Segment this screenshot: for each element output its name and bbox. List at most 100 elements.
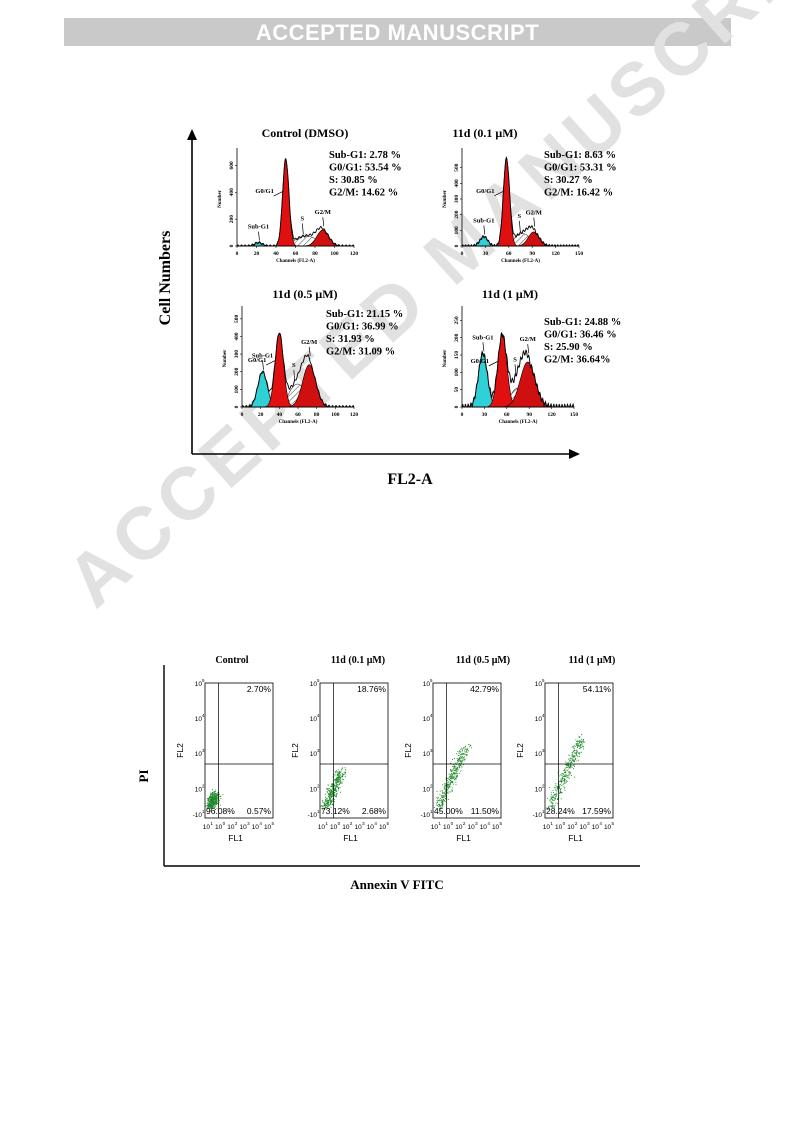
event-dot [438, 799, 441, 801]
event-dot [550, 797, 552, 799]
event-dot [336, 786, 338, 788]
event-dot [335, 795, 337, 797]
event-dot [337, 786, 339, 788]
panel-x-label: FL1 [456, 833, 471, 843]
event-dot [448, 773, 450, 775]
event-dot [445, 788, 447, 790]
event-dot [441, 800, 443, 802]
event-dot [570, 775, 572, 777]
event-dot [323, 801, 325, 803]
x-tick-exponent: 1 [325, 821, 328, 826]
g0-g1-arrow [265, 359, 277, 366]
x-tick-label: 10 [342, 824, 350, 831]
event-dot [450, 776, 452, 778]
panel-x-label: FL1 [228, 833, 243, 843]
event-dot [559, 787, 561, 789]
event-dot [455, 772, 457, 774]
event-dot [583, 741, 585, 743]
event-dot [444, 791, 446, 793]
event-dot [211, 805, 213, 807]
g2-m-arrow [533, 217, 536, 227]
panel-title: 11d (0.5 μM) [272, 287, 337, 301]
event-dot [463, 757, 465, 759]
event-dot [559, 784, 561, 786]
x-tick-label: 10 [215, 824, 223, 831]
event-dot [580, 738, 583, 740]
event-dot [568, 761, 570, 763]
event-dot [577, 752, 579, 754]
event-dot [462, 747, 464, 750]
x-tick-label: 10 [543, 824, 551, 831]
event-dot [333, 794, 335, 796]
event-dot [326, 805, 328, 807]
event-dot [567, 765, 570, 767]
event-dot [216, 793, 218, 795]
event-dot [339, 779, 341, 781]
x-tick-label: 10 [330, 824, 338, 831]
event-dot [456, 774, 459, 776]
y-tick-exponent: 3 [317, 748, 320, 753]
lower-left-percent: 28.24% [546, 806, 575, 816]
event-dot [336, 774, 338, 776]
event-dot [570, 757, 572, 759]
event-dot [332, 793, 334, 795]
y-tick-exponent: 1 [317, 809, 320, 814]
s-phase-label: S [301, 215, 305, 222]
event-dot [461, 755, 463, 757]
x-tick-label: 30 [483, 251, 489, 257]
event-dot [464, 745, 467, 747]
x-tick-label: 10 [555, 824, 563, 831]
event-dot [215, 805, 217, 807]
event-dot [215, 795, 217, 797]
event-dot [579, 753, 581, 755]
event-dot [441, 803, 443, 805]
event-dot [338, 784, 340, 786]
event-dot [328, 808, 330, 810]
event-dot [451, 789, 453, 791]
x-tick-exponent: 0 [563, 821, 566, 826]
panel-x-label: FL1 [343, 833, 358, 843]
event-dot [564, 767, 566, 769]
event-dot [337, 774, 340, 776]
event-dot [441, 805, 443, 807]
event-dot [329, 788, 332, 791]
event-dot [549, 805, 551, 807]
y-tick-label: 10 [310, 751, 318, 758]
y-tick-label: 10 [535, 786, 543, 793]
event-dot [214, 802, 216, 805]
x-tick-label: 60 [506, 251, 512, 257]
x-tick-label: 120 [350, 412, 359, 418]
event-dot [554, 799, 556, 801]
s-phase-label: S [513, 356, 517, 363]
event-dot [568, 774, 570, 776]
event-dot [335, 794, 337, 796]
event-dot [214, 792, 216, 794]
event-dot [561, 773, 563, 775]
sub-g1-label: Sub-G1 [473, 218, 494, 225]
event-dot [335, 778, 337, 781]
event-dot [215, 789, 217, 791]
event-dot [338, 769, 340, 771]
event-dot [563, 787, 566, 789]
x-tick-label: 80 [314, 412, 320, 418]
event-dot [452, 783, 454, 785]
event-dot [455, 762, 457, 764]
event-dot [456, 753, 458, 755]
event-dot [548, 805, 550, 807]
x-tick-label: 10 [579, 824, 587, 831]
event-dot [341, 776, 343, 778]
upper-right-percent: 42.79% [470, 684, 499, 694]
g2-m-label: G2/M [526, 210, 542, 217]
event-dot [464, 751, 466, 753]
event-dot [339, 782, 341, 784]
y-tick-label: 100 [454, 368, 460, 377]
event-dot [342, 767, 344, 769]
event-dot [217, 792, 219, 794]
x-tick-label: 40 [277, 412, 283, 418]
panel-y-label: Number [443, 349, 448, 368]
event-dot [324, 804, 326, 806]
event-dot [215, 803, 218, 805]
event-dot [335, 772, 337, 774]
event-dot [327, 802, 329, 804]
sub-g1-arrow [258, 231, 260, 241]
